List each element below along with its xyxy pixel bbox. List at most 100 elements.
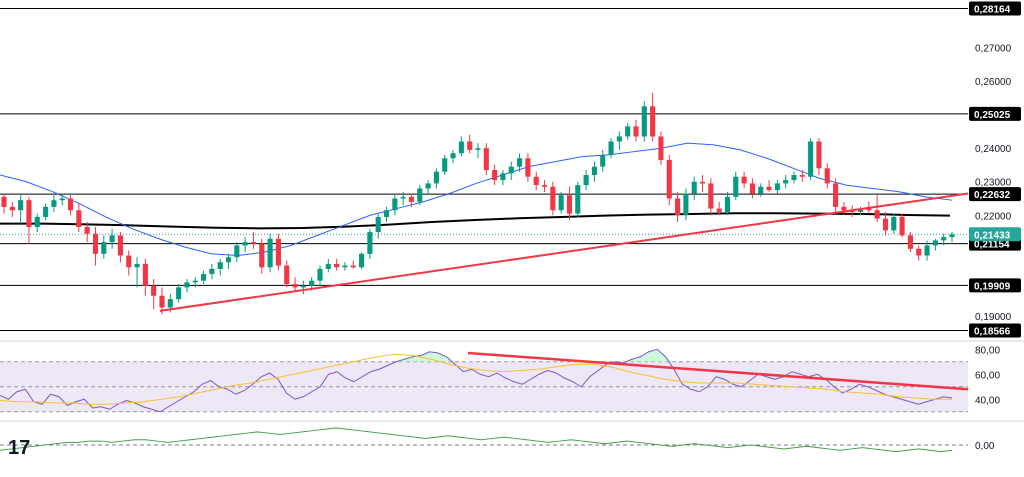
candle bbox=[758, 183, 764, 197]
level-label: 0,22632 bbox=[974, 190, 1011, 201]
candle bbox=[67, 195, 74, 216]
candle-body bbox=[317, 268, 323, 281]
candle-body bbox=[18, 200, 24, 211]
candle-body bbox=[458, 141, 464, 154]
candle-body bbox=[334, 263, 340, 268]
candle bbox=[625, 123, 631, 140]
candles bbox=[1, 92, 955, 315]
candle bbox=[26, 196, 32, 244]
candle-body bbox=[400, 196, 406, 199]
candle-body bbox=[184, 282, 190, 288]
candle bbox=[84, 221, 90, 243]
candle bbox=[334, 258, 340, 271]
candle-body bbox=[941, 237, 947, 241]
candle-body bbox=[500, 173, 506, 181]
candle-body bbox=[799, 175, 805, 177]
candle-body bbox=[924, 245, 930, 256]
price-axis-ticks: 0,27000 0,26000 0,24000 0,23000 0,22000 0,190… bbox=[975, 44, 1012, 323]
momentum-line bbox=[0, 427, 953, 453]
rsi-tick-label: 60,00 bbox=[975, 370, 1000, 381]
candle-body bbox=[176, 287, 182, 300]
candle bbox=[475, 143, 481, 159]
candle-body bbox=[866, 208, 872, 211]
candle-body bbox=[267, 238, 273, 268]
candle-body bbox=[533, 176, 539, 186]
rsi-line bbox=[0, 348, 953, 413]
candle-body bbox=[916, 248, 922, 256]
candle-body bbox=[708, 183, 714, 209]
candle-body bbox=[666, 159, 672, 199]
candle-body bbox=[483, 148, 489, 171]
momentum-tick-label: 0,00 bbox=[975, 441, 995, 452]
candle bbox=[583, 170, 589, 191]
candle bbox=[392, 195, 398, 216]
candle-body bbox=[932, 240, 938, 246]
candle bbox=[433, 168, 439, 189]
rsi-tick-label: 80,00 bbox=[975, 345, 1000, 356]
candle-body bbox=[600, 154, 606, 167]
candle-body bbox=[625, 126, 631, 137]
candle-body bbox=[774, 183, 780, 191]
candle bbox=[733, 171, 739, 201]
candle bbox=[18, 195, 24, 224]
candle bbox=[425, 180, 431, 196]
candle bbox=[541, 180, 548, 192]
candle-body bbox=[43, 206, 49, 217]
price-tick-label: 0,23000 bbox=[975, 178, 1012, 189]
level-label-box bbox=[969, 1, 1021, 16]
candle-body bbox=[442, 158, 448, 172]
candle bbox=[458, 136, 464, 157]
candle bbox=[117, 232, 123, 263]
candle bbox=[317, 265, 323, 286]
ma-short-line bbox=[0, 142, 953, 257]
candle bbox=[34, 213, 40, 233]
candle-body bbox=[408, 196, 415, 202]
candle bbox=[109, 228, 115, 249]
candle-body bbox=[234, 245, 240, 258]
price-trendline bbox=[159, 192, 969, 312]
candle-body bbox=[225, 257, 232, 263]
rsi-tick-label: 40,00 bbox=[975, 395, 1000, 406]
candle-body bbox=[907, 235, 913, 249]
candle-body bbox=[392, 198, 398, 211]
candle bbox=[949, 232, 955, 243]
candle bbox=[699, 175, 706, 192]
candle bbox=[899, 213, 905, 238]
candle-body bbox=[583, 175, 589, 186]
candle-body bbox=[658, 136, 664, 160]
candle bbox=[550, 181, 556, 216]
candle bbox=[666, 154, 672, 206]
candle-body bbox=[641, 106, 647, 137]
candle-body bbox=[741, 176, 747, 184]
candle-body bbox=[109, 235, 115, 243]
candle bbox=[724, 191, 731, 216]
candle bbox=[342, 262, 348, 271]
candle-body bbox=[284, 265, 290, 285]
candle bbox=[59, 193, 65, 206]
candle bbox=[658, 131, 664, 165]
candle-body bbox=[716, 208, 722, 212]
candle bbox=[650, 92, 656, 142]
candle-body bbox=[34, 216, 40, 228]
price-tick-label: 0,27000 bbox=[975, 44, 1012, 55]
candle bbox=[151, 279, 157, 310]
level-lines bbox=[0, 8, 968, 331]
candle bbox=[467, 134, 473, 154]
candle-body bbox=[26, 200, 32, 228]
candle-body bbox=[816, 141, 822, 169]
candle bbox=[400, 191, 406, 206]
candle-body bbox=[375, 216, 381, 233]
candle-body bbox=[300, 285, 306, 288]
candle-body bbox=[882, 218, 889, 231]
tradingview-logo: 17 bbox=[8, 436, 40, 459]
candle-body bbox=[616, 136, 622, 142]
candle bbox=[43, 203, 49, 221]
candle bbox=[675, 191, 681, 222]
candle bbox=[250, 232, 257, 249]
candle-body bbox=[591, 166, 597, 176]
price-tick-label: 0,19000 bbox=[975, 312, 1012, 323]
candle-body bbox=[467, 141, 473, 150]
candle bbox=[766, 180, 772, 192]
candle bbox=[774, 180, 780, 194]
candle-body bbox=[383, 210, 390, 217]
